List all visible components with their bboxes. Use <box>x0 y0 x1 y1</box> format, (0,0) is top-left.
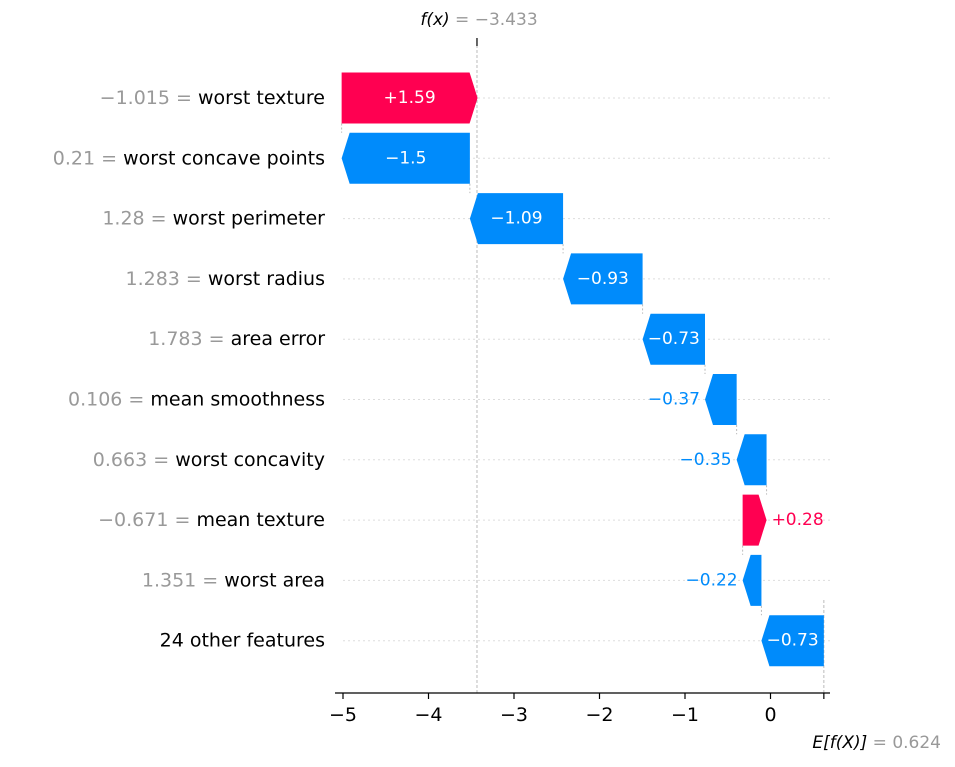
base-value: 0.624 <box>892 733 941 753</box>
feature-label-3: 1.28 = worst perimeter <box>102 208 325 230</box>
feature-name: worst concavity <box>175 449 325 471</box>
bar-1 <box>341 72 478 124</box>
feature-value: 1.351 <box>142 569 196 591</box>
x-tick-label: −2 <box>585 704 613 726</box>
bar-label-10: −0.73 <box>767 631 819 651</box>
x-tick-label: −5 <box>329 704 357 726</box>
feature-equals: = <box>145 208 173 230</box>
base-symbol: E[f(X)] <box>812 733 867 753</box>
x-axis: −5 −4 −3 −2 −1 0 <box>329 692 830 726</box>
feature-label-4: 1.283 = worst radius <box>125 268 325 290</box>
bar-9 <box>742 554 762 606</box>
bar-7 <box>736 434 767 486</box>
x-tick-label: −4 <box>414 704 442 726</box>
bar-5 <box>642 313 706 365</box>
feature-name: worst texture <box>198 87 325 109</box>
feature-equals: = <box>196 569 224 591</box>
feature-label-6: 0.106 = mean smoothness <box>68 389 325 411</box>
feature-equals: = <box>203 328 231 350</box>
bar-6 <box>705 374 737 425</box>
fx-equals: = <box>450 10 475 30</box>
feature-label-8: −0.671 = mean texture <box>98 509 325 531</box>
feature-label-5: 1.783 = area error <box>148 328 325 350</box>
bar-labels: +1.59 −1.5 −1.09 −0.93 −0.73 −0.37 −0.35 +0.28 −… <box>384 88 824 651</box>
feature-value: 0.106 <box>68 389 122 411</box>
feature-equals: = <box>180 268 208 290</box>
feature-name: worst concave points <box>123 147 325 169</box>
feature-equals: = <box>122 389 150 411</box>
feature-name: mean smoothness <box>150 389 325 411</box>
bar-label-1: +1.59 <box>384 88 436 108</box>
feature-value: 1.783 <box>148 328 202 350</box>
feature-equals: = <box>95 147 123 169</box>
x-tick-label: −1 <box>671 704 699 726</box>
feature-label-1: −1.015 = worst texture <box>100 87 325 109</box>
bar-label-8: +0.28 <box>772 510 824 530</box>
bar-label-7: −0.35 <box>680 450 732 470</box>
feature-value: −0.671 <box>98 509 168 531</box>
bar-label-6: −0.37 <box>648 390 700 410</box>
feature-label-9: 1.351 = worst area <box>142 569 325 591</box>
x-tick-label: −3 <box>500 704 528 726</box>
feature-name: worst radius <box>208 268 325 290</box>
bar-8 <box>742 494 767 546</box>
base-equals: = <box>867 733 892 753</box>
fx-value: −3.433 <box>475 10 538 30</box>
feature-label-10: 24 other features <box>160 630 325 652</box>
bar-label-4: −0.93 <box>577 269 629 289</box>
feature-value: 0.663 <box>93 449 147 471</box>
bar-2 <box>341 132 470 184</box>
x-tick-label: 0 <box>764 704 776 726</box>
feature-name: 24 other features <box>160 630 325 652</box>
bar-4 <box>563 253 643 305</box>
base-value-label: E[f(X)] = 0.624 <box>812 733 941 753</box>
reference-lines <box>341 38 825 693</box>
feature-equals: = <box>147 449 175 471</box>
feature-label-7: 0.663 = worst concavity <box>93 449 325 471</box>
bar-label-9: −0.22 <box>686 570 738 590</box>
feature-name: worst area <box>224 569 325 591</box>
bar-10 <box>761 615 824 667</box>
feature-value: 1.283 <box>125 268 179 290</box>
feature-equals: = <box>168 509 196 531</box>
feature-labels: −1.015 = worst texture 0.21 = worst conca… <box>53 87 325 652</box>
bar-label-3: −1.09 <box>490 209 542 229</box>
fx-symbol: f(x) <box>420 10 449 30</box>
feature-equals: = <box>170 87 198 109</box>
bar-label-2: −1.5 <box>385 148 426 168</box>
feature-name: worst perimeter <box>173 208 326 230</box>
feature-value: 1.28 <box>102 208 144 230</box>
bar-label-5: −0.73 <box>648 329 700 349</box>
fx-label: f(x) = −3.433 <box>420 10 537 30</box>
feature-name: area error <box>231 328 326 350</box>
feature-value: −1.015 <box>100 87 170 109</box>
feature-name: mean texture <box>196 509 325 531</box>
bar-3 <box>469 193 564 245</box>
bars <box>341 72 824 667</box>
feature-label-2: 0.21 = worst concave points <box>53 147 325 169</box>
feature-value: 0.21 <box>53 147 95 169</box>
